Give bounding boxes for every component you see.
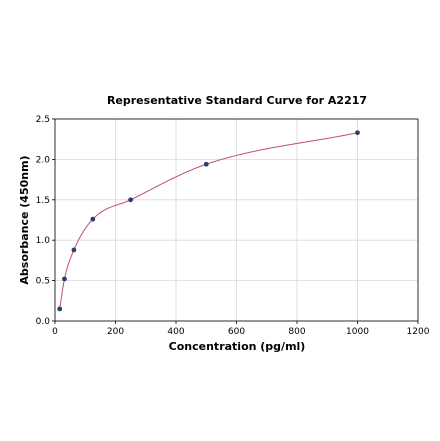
x-tick-label: 0 <box>52 327 58 337</box>
data-point <box>71 247 77 253</box>
x-tick-label: 1000 <box>346 327 369 337</box>
x-axis-label: Concentration (pg/ml) <box>169 340 306 353</box>
data-points <box>57 130 360 312</box>
data-point <box>128 197 134 203</box>
y-tick-label: 0.5 <box>36 277 50 287</box>
data-point <box>57 306 63 312</box>
x-tick-label: 400 <box>167 327 184 337</box>
data-point <box>62 276 67 282</box>
x-tick-label: 600 <box>228 327 245 337</box>
y-tick-label: 1.0 <box>36 236 51 246</box>
x-tick-label: 800 <box>288 327 305 337</box>
axis-ticks: 0 200 400 600 800 1000 1200 0.0 0.5 1.0 1.5 2.0 2.5 <box>36 115 430 337</box>
y-tick-label: 2.0 <box>36 155 51 165</box>
data-point <box>355 130 360 136</box>
data-point <box>203 161 209 167</box>
y-tick-label: 1.5 <box>36 196 50 206</box>
fit-curve-layer <box>59 132 358 309</box>
y-tick-label: 2.5 <box>36 115 50 125</box>
fit-curve <box>59 132 358 309</box>
x-tick-label: 200 <box>107 327 124 337</box>
y-axis-label: Absorbance (450nm) <box>18 155 31 284</box>
chart-title: Representative Standard Curve for A2217 <box>107 94 367 107</box>
y-tick-label: 0.0 <box>36 317 51 327</box>
data-point <box>90 216 96 222</box>
grid <box>54 118 419 322</box>
x-tick-label: 1200 <box>407 327 430 337</box>
